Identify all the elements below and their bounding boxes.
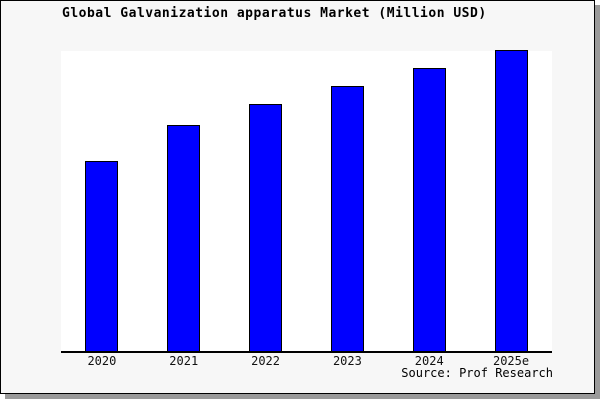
bar-slot-2022 [225,51,307,351]
bar-slot-2024 [388,51,470,351]
bars-container [61,50,552,351]
bar-2024 [412,68,446,351]
bar-slot-2025e [470,50,552,351]
chart-title: Global Galvanization apparatus Market (M… [62,6,487,21]
x-tick-label-2020: 2020 [87,354,117,368]
source-note: Source: Prof Research [401,366,553,380]
bar-2020 [85,161,119,351]
x-tick-label-2022: 2022 [251,354,281,368]
bar-2023 [330,86,364,351]
x-tick-label-2024: 2024 [414,354,444,368]
x-tick-label-2023: 2023 [332,354,362,368]
bar-2025e [494,50,528,351]
bar-slot-2020 [61,51,143,351]
plot-area [61,50,552,353]
bar-2021 [167,125,201,351]
bar-2022 [249,104,283,351]
bar-slot-2023 [306,51,388,351]
bar-slot-2021 [143,51,225,351]
x-tick-label-2021: 2021 [169,354,199,368]
x-tick-label-2025e: 2025e [492,354,530,368]
x-axis-tick-labels: 2020 2021 2022 2023 2024 2025e [61,354,552,368]
chart-figure: Global Galvanization apparatus Market (M… [0,0,595,394]
